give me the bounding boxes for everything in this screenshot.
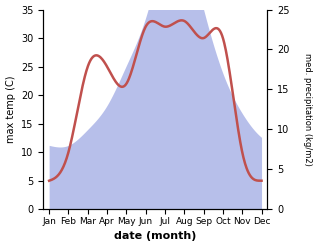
Y-axis label: max temp (C): max temp (C) [5, 76, 16, 143]
X-axis label: date (month): date (month) [114, 231, 197, 242]
Y-axis label: med. precipitation (kg/m2): med. precipitation (kg/m2) [303, 53, 313, 166]
